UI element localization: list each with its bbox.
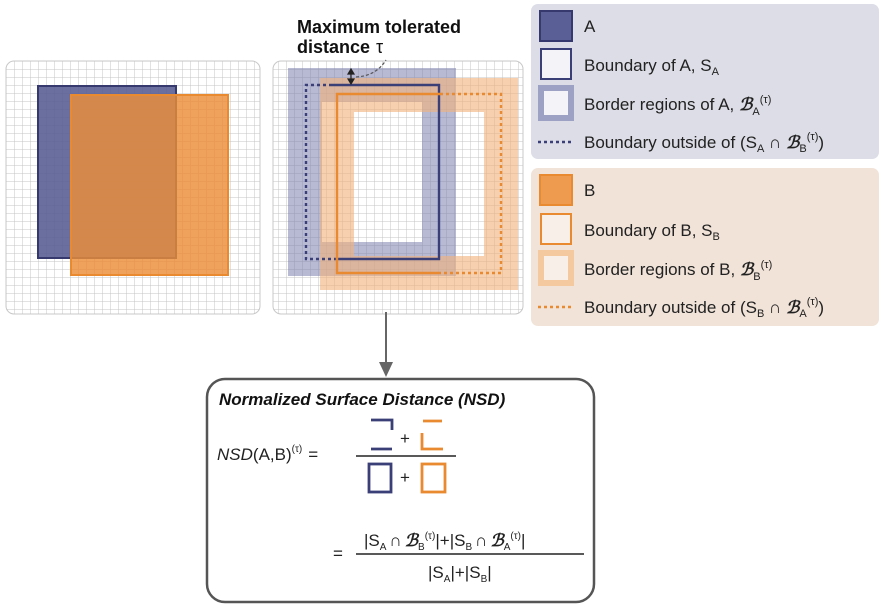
legend-b-label-outside: Boundary outside of (SB ∩ ℬA(τ)) (584, 296, 824, 320)
boundary-a-dotted (304, 83, 334, 261)
formula-lhs: NSD(A,B)(τ) = (217, 444, 318, 464)
formula-denominator: |SA|+|SB| (428, 563, 492, 585)
fraction-plus-bottom: + (400, 468, 410, 487)
boundary-b-dotted (440, 92, 503, 275)
legend-b-swatch-fill (539, 174, 573, 206)
legend-a-swatch-fill (539, 10, 573, 42)
fraction-plus-top: + (400, 429, 410, 448)
region-b (70, 94, 229, 276)
boundary-b-solid (335, 92, 440, 275)
legend-b-swatch-boundary (540, 213, 572, 245)
legend-b: B Boundary of B, SB Border regions of B,… (531, 168, 879, 326)
annotation-line1: Maximum tolerated (297, 17, 461, 37)
legend-a-swatch-boundary (540, 48, 572, 80)
legend-a-label-outside: Boundary outside of (SA ∩ ℬB(τ)) (584, 131, 824, 155)
legend-a-label-boundary: Boundary of A, SA (584, 56, 720, 78)
left-grid-panel (5, 60, 261, 315)
right-grid-panel (272, 59, 524, 315)
legend-b-label-border-region: Border regions of B, ℬB(τ) (584, 259, 772, 283)
glyph-boundary-b (420, 462, 447, 494)
legend-b-swatch-border-region (538, 250, 574, 286)
border-region-b (320, 78, 518, 290)
legend-b-label-boundary: Boundary of B, SB (584, 221, 720, 243)
legend-b-label-b: B (584, 181, 595, 200)
annotation-tau: τ (376, 37, 383, 57)
tau-leader-line (355, 59, 387, 78)
legend-a: A Boundary of A, SA Border regions of A,… (531, 4, 879, 159)
legend-a-label-border-region: Border regions of A, ℬA(τ) (584, 94, 771, 118)
boundary-a-solid (332, 83, 441, 261)
formula-numerator: |SA ∩ ℬB(τ)|+|SB ∩ ℬA(τ)| (364, 531, 525, 553)
glyph-b-outside-bottom (420, 433, 443, 451)
formula-equals-2: = (333, 544, 343, 563)
glyph-a-outside-top (371, 418, 394, 430)
legend-a-swatch-border-region (538, 85, 574, 121)
formula-title: Normalized Surface Distance (NSD) (219, 390, 506, 409)
legend-a-label-a: A (584, 17, 596, 36)
down-arrow (379, 312, 393, 377)
formula-box: Normalized Surface Distance (NSD) NSD(A,… (205, 377, 596, 604)
glyph-boundary-a (367, 462, 393, 494)
tau-arrow (346, 67, 356, 86)
annotation-line2: distance (297, 37, 370, 57)
